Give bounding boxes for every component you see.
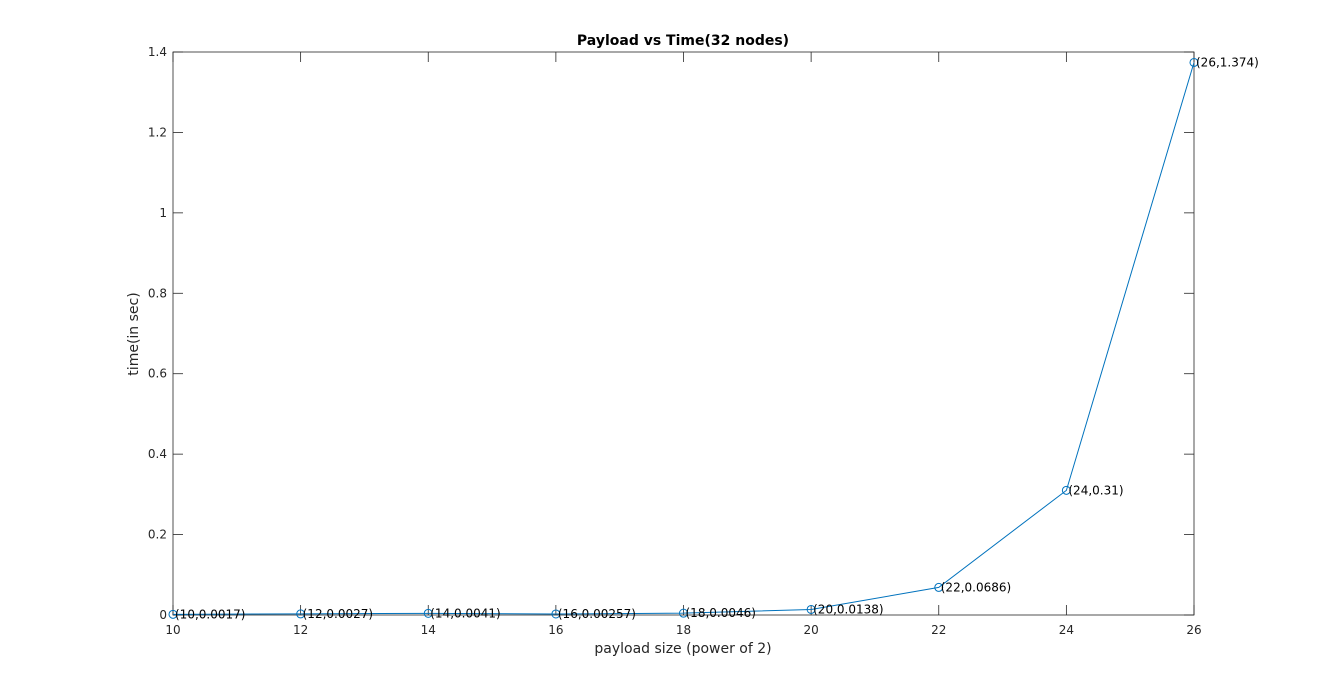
data-point [1061,485,1071,495]
data-point [296,609,306,619]
y-tick-label: 0.8 [148,286,167,300]
chart-title: Payload vs Time(32 nodes) [577,33,789,49]
x-axis-label: payload size (power of 2) [594,641,771,657]
data-label: (14,0.0041) [430,606,500,620]
data-point [423,608,433,618]
data-label: (12,0.0027) [303,607,373,621]
y-axis-label: time(in sec) [126,292,142,375]
y-ticks: 0 0.2 0.4 0.6 0.8 1 1.2 1.4 [148,45,1194,622]
data-label: (20,0.0138) [813,602,883,616]
x-tick-label: 14 [421,623,436,637]
data-label: (22,0.0686) [941,580,1011,594]
x-tick-label: 22 [931,623,946,637]
x-tick-label: 20 [803,623,818,637]
x-tick-label: 26 [1186,623,1201,637]
data-point [806,604,816,614]
y-tick-label: 0.2 [148,528,167,542]
data-point [679,608,688,618]
data-label: (10,0.0017) [175,607,245,621]
data-labels: (10,0.0017) (12,0.0027) (14,0.0041) (16,0.0… [175,55,1259,621]
y-tick-label: 0 [159,608,167,622]
plot-area [173,52,1194,615]
data-point [1189,57,1199,67]
data-point [168,609,178,619]
y-tick-label: 0.6 [148,367,167,381]
data-label: (16,0.00257) [558,607,636,621]
data-point [551,609,561,619]
y-tick-label: 0.4 [148,447,167,461]
x-ticks: 10 12 14 16 18 20 22 24 26 [165,52,1202,637]
data-point [934,582,944,592]
x-tick-label: 10 [165,623,180,637]
x-tick-label: 12 [293,623,308,637]
y-tick-label: 1.4 [148,45,167,59]
data-label: (18,0.0046) [686,606,756,620]
x-tick-label: 16 [548,623,563,637]
data-label: (26,1.374) [1196,55,1259,69]
series-line [172,62,1195,615]
y-tick-label: 1.2 [148,125,167,139]
x-tick-label: 18 [676,623,691,637]
data-series [168,57,1199,619]
y-tick-label: 1 [159,206,167,220]
data-label: (24,0.31) [1068,483,1123,497]
x-tick-label: 24 [1059,623,1074,637]
